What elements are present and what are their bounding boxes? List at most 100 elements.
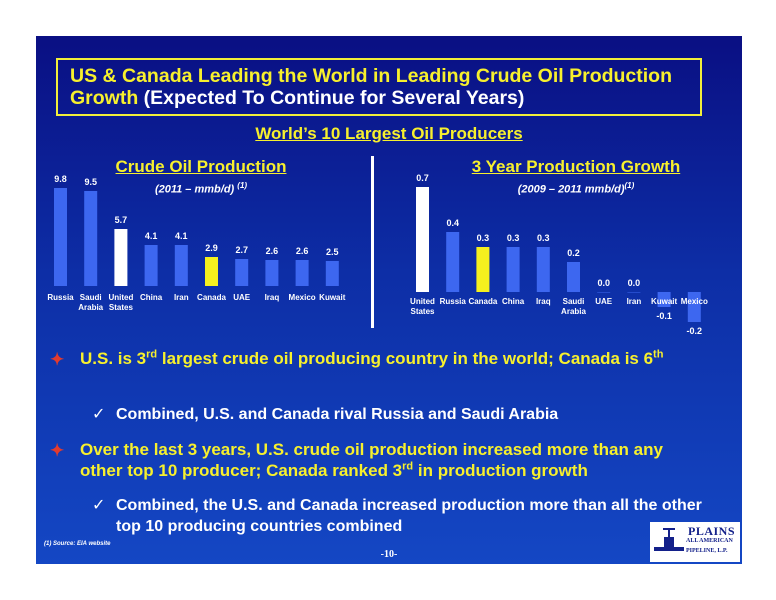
data-label: 0.3 <box>537 233 550 243</box>
category-label: UAE <box>595 297 613 306</box>
bullet-2-sup: rd <box>402 460 414 473</box>
title-subtitle: (Expected To Continue for Several Years) <box>138 87 525 109</box>
category-label: China <box>140 293 163 302</box>
data-label: 0.7 <box>416 173 429 183</box>
right-chart-title: 3 Year Production Growth <box>471 157 681 176</box>
category-label: Iran <box>627 297 642 306</box>
data-label: 2.7 <box>235 245 248 255</box>
bullet-2-part1: Over the last 3 years, U.S. crude oil pr… <box>80 440 663 480</box>
bullet-1-part1: U.S. is 3 <box>80 349 147 368</box>
chart-section-heading: World’s 10 Largest Oil Producers <box>255 124 523 143</box>
bar <box>657 292 671 307</box>
data-label: 0.3 <box>477 233 490 243</box>
category-label: UAE <box>233 293 251 302</box>
bar <box>325 261 339 286</box>
category-label: Canada <box>468 297 497 306</box>
data-label: 0.4 <box>446 218 459 228</box>
data-label: 4.1 <box>145 231 158 241</box>
checkmark-icon: ✓ <box>92 404 106 423</box>
bar <box>416 187 429 292</box>
left-chart-note: (1) <box>237 181 248 190</box>
category-label: Kuwait <box>319 293 346 302</box>
data-label: -0.2 <box>687 326 703 336</box>
category-label: Iran <box>174 293 189 302</box>
bullet-2-text: Over the last 3 years, U.S. crude oil pr… <box>80 439 710 481</box>
data-label: 0.3 <box>507 233 520 243</box>
category-label: States <box>109 303 134 312</box>
category-label: United <box>108 293 133 302</box>
category-label: Kuwait <box>651 297 678 306</box>
category-label: Russia <box>47 293 74 302</box>
left-chart-subtitle: (2011 – mmb/d) (1) <box>76 181 326 196</box>
bullet-1-sup2: th <box>653 348 664 361</box>
data-label: 9.8 <box>54 174 67 184</box>
category-label: States <box>410 307 435 316</box>
bar <box>446 232 460 292</box>
logo-line3: PIPELINE, L.P. <box>686 548 728 554</box>
data-label: 2.5 <box>326 247 339 257</box>
bar <box>597 292 611 293</box>
title-box: US & Canada Leading the World in Leading… <box>56 58 702 116</box>
data-label: 9.5 <box>84 177 97 187</box>
bar <box>265 260 279 286</box>
bullet-2-part2: in production growth <box>413 461 588 480</box>
bar <box>567 262 580 292</box>
checkmark-icon: ✓ <box>92 495 106 514</box>
category-label: Mexico <box>681 297 708 306</box>
page-number: -10- <box>380 549 398 560</box>
bar <box>627 292 641 293</box>
chart-divider <box>371 156 374 328</box>
bar <box>54 188 67 286</box>
red-star-bullet-icon: ✦ <box>50 441 65 460</box>
logo-line1: PLAINS <box>688 524 736 538</box>
bar <box>84 191 98 286</box>
category-label: Iraq <box>536 297 551 306</box>
title-line1: US & Canada Leading the World in Leading… <box>70 65 673 87</box>
category-label: United <box>410 297 435 306</box>
data-label: 5.7 <box>115 215 128 225</box>
red-star-bullet-icon: ✦ <box>50 350 65 369</box>
category-label: Iraq <box>265 293 280 302</box>
data-label: 4.1 <box>175 231 188 241</box>
category-label: China <box>502 297 525 306</box>
bar <box>687 292 701 322</box>
category-label: Canada <box>197 293 226 302</box>
category-label: Saudi <box>80 293 102 302</box>
data-label: 0.2 <box>567 248 580 258</box>
left-chart-subtitle-text: (2011 – mmb/d) <box>154 183 235 196</box>
left-chart-title: Crude Oil Production <box>115 157 287 176</box>
bar <box>144 245 158 286</box>
data-label: 0.0 <box>597 278 610 288</box>
data-label: 2.9 <box>205 243 218 253</box>
check-1-text: Combined, U.S. and Canada rival Russia a… <box>116 406 559 423</box>
category-label: Mexico <box>289 293 316 302</box>
slide: US & Canada Leading the World in Leading… <box>36 36 742 564</box>
title-growth: Growth <box>70 87 139 109</box>
check-2-text: Combined, the U.S. and Canada increased … <box>116 497 702 535</box>
bullet-1-text: U.S. is 3rd largest crude oil producing … <box>80 348 710 369</box>
pipeline-valve-icon <box>654 528 684 551</box>
bar <box>174 245 188 286</box>
bar <box>476 247 490 292</box>
company-logo: PLAINS ALL AMERICAN PIPELINE, L.P. <box>650 522 740 562</box>
bar <box>114 229 128 286</box>
data-label: 2.6 <box>296 246 309 256</box>
right-chart-note: (1) <box>624 181 635 190</box>
category-label: Arabia <box>78 303 103 312</box>
category-label: Russia <box>440 297 467 306</box>
data-label: 2.6 <box>266 246 279 256</box>
bullet-1-part2: largest crude oil producing country in t… <box>157 349 654 368</box>
bar <box>506 247 520 292</box>
bar <box>235 259 249 286</box>
category-label: Arabia <box>561 307 586 316</box>
logo-line2: ALL AMERICAN <box>686 538 733 544</box>
bar <box>205 257 218 286</box>
bar <box>295 260 309 286</box>
bullet-1-sup: rd <box>146 348 158 361</box>
slide-title: US & Canada Leading the World in Leading… <box>70 65 710 109</box>
category-label: Saudi <box>563 297 585 306</box>
data-label: 0.0 <box>628 278 641 288</box>
bar <box>536 247 550 292</box>
